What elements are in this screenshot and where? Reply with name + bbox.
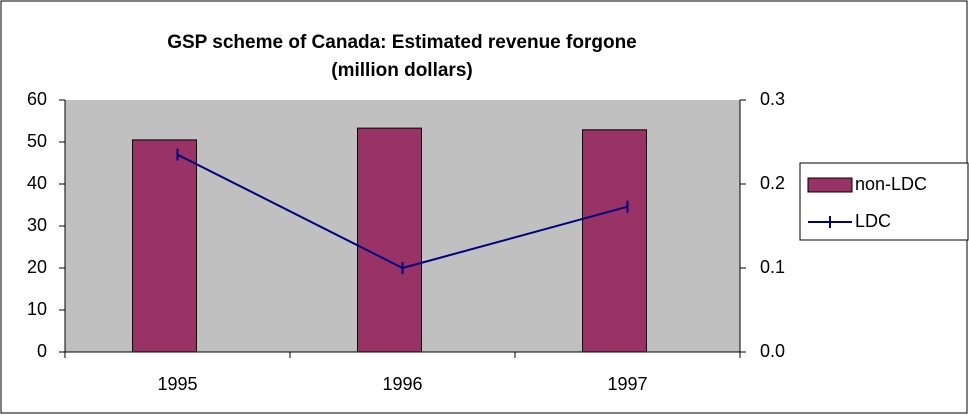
bar <box>357 127 422 353</box>
y-tick-label: 60 <box>27 89 47 109</box>
y2-tick-label: 0.2 <box>760 173 785 193</box>
y-tick-label: 0 <box>37 341 47 361</box>
y-tick-label: 40 <box>27 173 47 193</box>
y2-tick-label: 0.0 <box>760 341 785 361</box>
chart-subtitle: (million dollars) <box>331 60 472 81</box>
bar <box>582 129 647 353</box>
legend-box <box>799 162 969 241</box>
legend-label: LDC <box>855 211 891 231</box>
chart-title: GSP scheme of Canada: Estimated revenue … <box>167 32 637 53</box>
y-tick-label: 50 <box>27 131 47 151</box>
bar <box>132 139 197 353</box>
legend-swatch <box>807 177 853 193</box>
y-tick-label: 10 <box>27 299 47 319</box>
y2-tick-label: 0.1 <box>760 257 785 277</box>
y2-tick-label: 0.3 <box>760 89 785 109</box>
y-tick-label: 30 <box>27 215 47 235</box>
x-tick-label: 1997 <box>607 374 647 394</box>
x-tick-label: 1996 <box>382 374 422 394</box>
y-tick-label: 20 <box>27 257 47 277</box>
legend-label: non-LDC <box>855 174 927 194</box>
x-tick-label: 1995 <box>157 374 197 394</box>
